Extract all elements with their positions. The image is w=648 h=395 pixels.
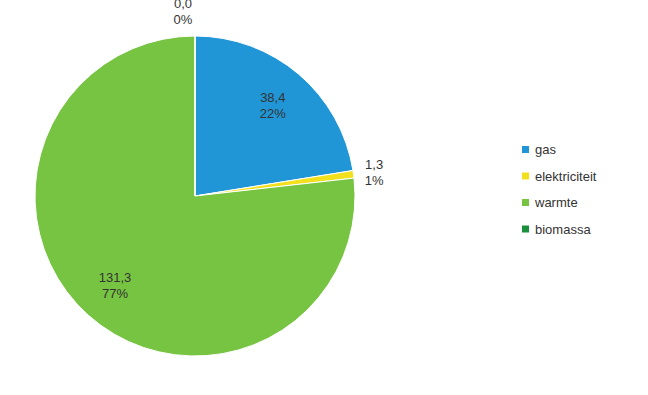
- legend-swatch: [522, 173, 529, 180]
- legend-label: gas: [535, 142, 556, 157]
- percent-label: 1%: [365, 172, 384, 187]
- pie-slice: [35, 36, 355, 356]
- data-label: 38,422%: [260, 90, 286, 121]
- value-label: 38,4: [260, 90, 285, 105]
- pie-slice: [195, 36, 353, 196]
- legend-label: warmte: [534, 195, 578, 210]
- legend-swatch: [522, 199, 529, 206]
- legend-label: elektriciteit: [535, 169, 597, 184]
- data-label: 131,377%: [99, 270, 132, 301]
- legend-label: biomassa: [535, 222, 591, 237]
- legend-swatch: [522, 146, 529, 153]
- pie: [35, 36, 355, 356]
- data-labels: 38,422% 1,31% 131,377% 0,00%: [99, 0, 384, 301]
- percent-label: 0%: [174, 12, 193, 27]
- chart-svg: 38,422% 1,31% 131,377% 0,00% gas elektricitei…: [0, 0, 648, 395]
- percent-label: 77%: [102, 286, 128, 301]
- value-label: 1,3: [365, 156, 383, 171]
- value-label: 0,0: [174, 0, 192, 11]
- pie-slice: [195, 36, 196, 196]
- legend: gas elektriciteit warmte biomassa: [522, 142, 597, 237]
- chart-container: 38,422% 1,31% 131,377% 0,00% gas elektricitei…: [0, 0, 648, 395]
- legend-swatch: [522, 226, 529, 233]
- percent-label: 22%: [260, 106, 286, 121]
- value-label: 131,3: [99, 270, 132, 285]
- data-label: 0,00%: [174, 0, 193, 27]
- data-label: 1,31%: [365, 156, 384, 187]
